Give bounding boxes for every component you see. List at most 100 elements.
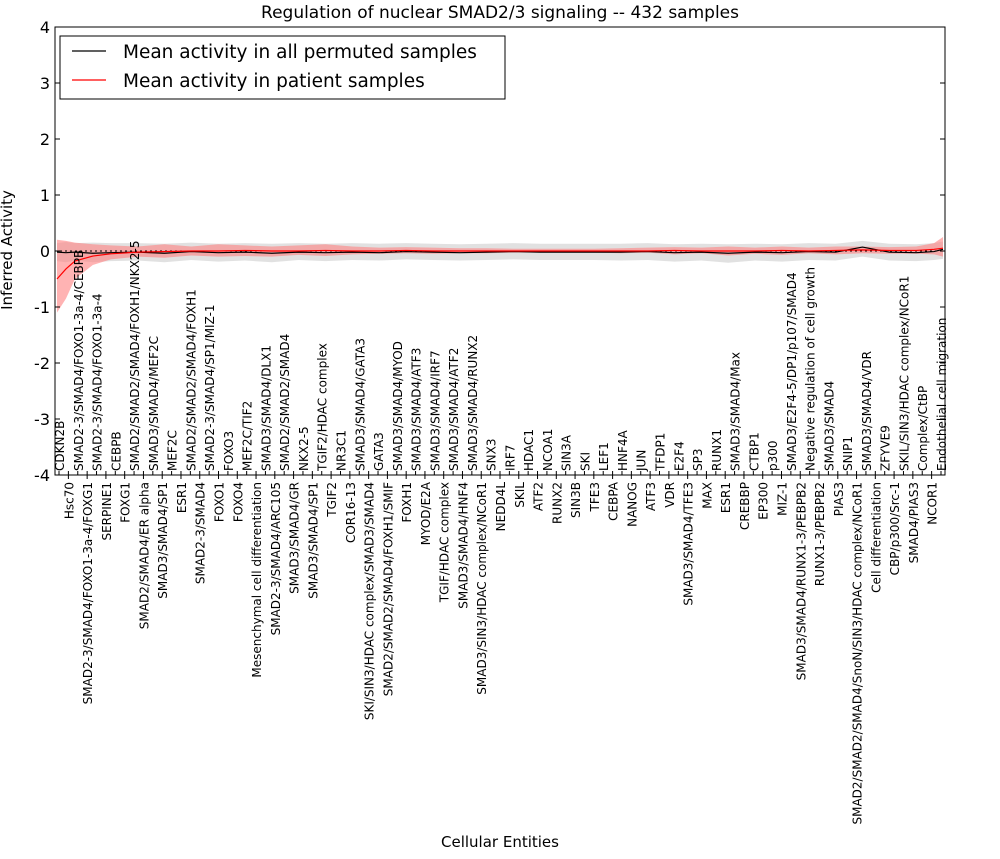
y-tick-label: -1 xyxy=(34,298,50,317)
x-tick-label: RUNX1 xyxy=(710,429,724,471)
x-tick-label: ESR1 xyxy=(175,482,189,513)
x-tick-label: SP3 xyxy=(691,449,705,472)
x-tick-label: SMAD2/SMAD2/SMAD4/FOXH1/NKX2-5 xyxy=(128,241,142,471)
x-tick-label: E2F4 xyxy=(672,441,686,471)
x-tick-label: EP300 xyxy=(757,482,771,520)
x-tick-label: SMAD3/SMAD4/IRF7 xyxy=(428,350,442,471)
x-tick-label: COR16-13 xyxy=(344,482,358,543)
x-tick-label: NKX2-5 xyxy=(297,426,311,471)
x-tick-label: GATA3 xyxy=(372,432,386,471)
x-tick-label: SMAD3/SIN3/HDAC complex/NCoR1 xyxy=(475,482,489,695)
x-tick-label: SMAD2/SMAD2/SMAD4/SnoN/SIN3/HDAC complex… xyxy=(851,482,865,825)
x-tick-label: SMAD3/SMAD4/HNF4 xyxy=(456,482,470,609)
x-tick-label: HNF4A xyxy=(616,429,630,471)
x-tick-label: p300 xyxy=(766,440,780,471)
x-tick-label: SMAD3/E2F4-5/DP1/p107/SMAD4 xyxy=(785,272,799,471)
y-axis-label: Inferred Activity xyxy=(0,190,16,310)
x-tick-label: Hsc70 xyxy=(62,482,76,519)
y-tick-label: 4 xyxy=(40,18,50,37)
x-tick-label: SMAD2-3/SMAD4/ARC105 xyxy=(269,482,283,635)
x-tick-label: SIN3B xyxy=(569,482,583,518)
x-tick-label: SMAD3/SMAD4 xyxy=(822,381,836,471)
x-tick-label: NR3C1 xyxy=(334,430,348,471)
x-tick-label: IRF7 xyxy=(503,445,517,471)
patient-band xyxy=(57,237,943,313)
x-tick-label: CREBBP xyxy=(738,482,752,530)
x-tick-label: JUN xyxy=(635,450,649,472)
x-tick-label: CDKN2B xyxy=(53,421,67,471)
x-tick-label: MEF2C xyxy=(166,430,180,471)
x-tick-label: SIN3A xyxy=(560,434,574,471)
x-tick-label: PIAS3 xyxy=(832,482,846,516)
x-tick-label: FOXO4 xyxy=(231,482,245,522)
y-tick-label: -4 xyxy=(34,466,50,485)
x-tick-label: SMAD3/SMAD4/MEF2C xyxy=(147,336,161,471)
x-tick-label: ATF2 xyxy=(532,482,546,511)
x-tick-label: SMAD2-3/SMAD4/SP1/MIZ-1 xyxy=(203,304,217,471)
x-tick-label: TGIF2/HDAC complex xyxy=(316,343,330,472)
x-tick-label: VDR xyxy=(663,482,677,508)
legend-label-patient: Mean activity in patient samples xyxy=(123,71,425,92)
x-tick-label: SMAD3/SMAD4/GATA3 xyxy=(353,338,367,471)
x-tick-label: TFDP1 xyxy=(654,433,668,472)
x-tick-label: RUNX2 xyxy=(550,482,564,524)
series-lines xyxy=(55,246,945,280)
x-tick-label: ATF3 xyxy=(644,482,658,511)
x-tick-label: SNX3 xyxy=(485,439,499,471)
x-tick-label: SKIL xyxy=(513,482,527,508)
x-tick-label: CEBPA xyxy=(607,481,621,521)
x-tick-label: FOXO3 xyxy=(222,431,236,471)
x-tick-label: SMAD3/SMAD4/TFE3 xyxy=(682,482,696,606)
y-tick-label: 3 xyxy=(40,74,50,93)
x-tick-label: SMAD2/SMAD2/SMAD4/FOXH1 xyxy=(184,289,198,471)
x-tick-label: SMAD3/SMAD4/GR xyxy=(288,482,302,594)
y-tick-label: 1 xyxy=(40,186,50,205)
x-tick-label: NEDD4L xyxy=(494,482,508,532)
x-tick-label: SMAD3/SMAD4/ATF2 xyxy=(447,348,461,471)
plot-frame xyxy=(54,26,946,476)
y-tick-label: 2 xyxy=(40,130,50,149)
x-tick-label: SMAD3/SMAD4/VDR xyxy=(860,351,874,471)
x-tick-label: ESR1 xyxy=(719,482,733,513)
x-tick-label: SERPINE1 xyxy=(100,482,114,541)
x-tick-label: Endothelial cell migration xyxy=(935,318,949,471)
x-tick-label: Negative regulation of cell growth xyxy=(804,267,818,471)
x-tick-label: CEBPB xyxy=(109,431,123,471)
x-tick-label: SMAD3/SMAD4/Max xyxy=(729,352,743,471)
x-tick-labels: CDKN2B Hsc70 SMAD2-3/SMAD4/FOXO1-3a-4/CEBP… xyxy=(53,241,949,825)
x-tick-label: SMAD2/SMAD4/ER alpha xyxy=(137,482,151,629)
x-tick-label: SMAD3/SMAD4/ATF3 xyxy=(410,348,424,471)
x-tick-label: NANOG xyxy=(625,482,639,527)
x-tick-label: SMAD3/SMAD4/MYOD xyxy=(391,341,405,471)
legend-box xyxy=(59,35,506,100)
x-axis-label: Cellular Entities xyxy=(441,833,559,851)
x-tick-label: HDAC1 xyxy=(522,429,536,471)
y-axis-ticks: -4 -3 -2 -1 0 1 2 3 4 xyxy=(34,18,945,485)
x-tick-label: SMAD3/SMAD4/RUNX1-3/PEBPB2 xyxy=(794,482,808,680)
x-tick-label: SMAD2-3/SMAD4/FOXO1-3a-4 xyxy=(91,293,105,471)
x-tick-label: RUNX1-3/PEBPB2 xyxy=(813,482,827,586)
x-tick-label: MYOD/E2A xyxy=(419,481,433,545)
x-tick-label: SMAD2-3/SMAD4 xyxy=(194,482,208,584)
x-tick-label: ZFYVE9 xyxy=(879,425,893,471)
x-tick-label: SKI/SIN3/HDAC complex/SMAD3/SMAD4 xyxy=(363,482,377,720)
x-tick-label: TFE3 xyxy=(588,482,602,512)
x-tick-label: CTBP1 xyxy=(747,432,761,471)
x-tick-label: MIZ-1 xyxy=(775,482,789,516)
x-tick-label: NCOA1 xyxy=(541,429,555,471)
x-tick-label: MEF2C/TIF2 xyxy=(241,401,255,471)
y-tick-label: 0 xyxy=(40,242,50,261)
x-tick-label: Mesenchymal cell differentiation xyxy=(250,482,264,678)
x-tick-label: SMAD4/PIAS3 xyxy=(907,482,921,563)
legend-label-perm: Mean activity in all permuted samples xyxy=(123,42,477,63)
x-tick-label: SMAD2/SMAD2/SMAD4 xyxy=(278,334,292,471)
y-tick-label: -3 xyxy=(34,410,50,429)
x-tick-label: SMAD3/SMAD4/DLX1 xyxy=(259,345,273,471)
x-tick-label: SMAD2-3/SMAD4/FOXO1-3a-4/CEBPB xyxy=(72,250,86,471)
x-tick-label: MAX xyxy=(700,482,714,509)
x-tick-label: SMAD2-3/SMAD4/FOXO1-3a-4/FOXG1 xyxy=(81,482,95,704)
x-tick-label: FOXG1 xyxy=(119,482,133,523)
legend: Mean activity in all permuted samples Me… xyxy=(59,35,506,100)
x-tick-label: FOXO1 xyxy=(213,482,227,522)
